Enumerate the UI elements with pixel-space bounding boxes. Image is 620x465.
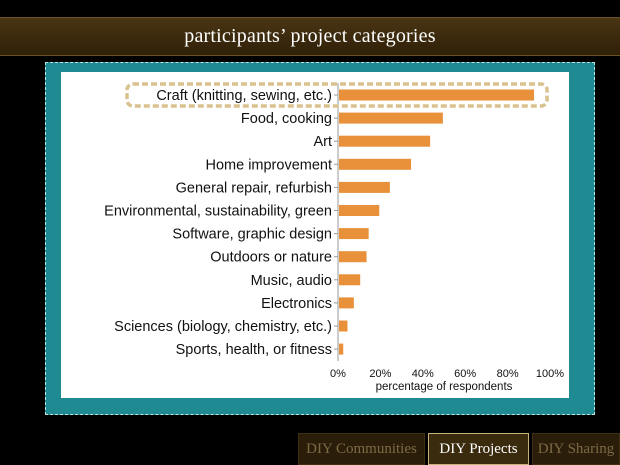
chart-plot-area: Craft (knitting, sewing, etc.) Food, cook… (61, 72, 569, 398)
bar-2 (339, 135, 431, 147)
bar-6 (339, 228, 369, 240)
category-label: Craft (knitting, sewing, etc.) (156, 88, 332, 104)
bar-4 (339, 181, 390, 193)
x-tick-label: 80% (497, 368, 519, 380)
bar-11 (339, 343, 344, 355)
category-label: Sciences (biology, chemistry, etc.) (114, 319, 332, 335)
x-axis-title: percentage of respondents (376, 381, 513, 393)
category-label: Music, audio (251, 273, 332, 289)
category-label: Electronics (261, 296, 332, 312)
category-label: Environmental, sustainability, green (104, 204, 332, 220)
x-tick-label: 0% (330, 368, 346, 380)
category-label: Software, graphic design (172, 227, 332, 243)
highlight-outline (125, 82, 549, 108)
bar-7 (339, 251, 367, 263)
category-label: General repair, refurbish (176, 180, 332, 196)
nav-diy-projects[interactable]: DIY Projects (428, 433, 529, 465)
x-tick-label: 40% (412, 368, 434, 380)
bar-5 (339, 205, 380, 216)
bar-3 (339, 158, 412, 170)
bar-8 (339, 274, 361, 286)
x-tick-label: 20% (369, 368, 391, 380)
category-label: Food, cooking (241, 111, 332, 127)
bar-10 (339, 320, 348, 332)
category-label: Art (313, 134, 332, 150)
nav-label: DIY Sharing (537, 440, 615, 457)
x-tick-label: 60% (454, 368, 476, 380)
nav-label: DIY Communities (306, 440, 417, 457)
category-label: Outdoors or nature (210, 250, 332, 266)
slide-title-bar: participants’ project categories (0, 17, 620, 56)
nav-diy-sharing[interactable]: DIY Sharing (532, 433, 620, 465)
bar-9 (339, 297, 354, 309)
category-label: Home improvement (205, 157, 332, 173)
nav-diy-communities[interactable]: DIY Communities (298, 433, 425, 465)
slide-title: participants’ project categories (184, 25, 436, 47)
bar-1 (339, 112, 443, 124)
bar-0 (339, 89, 535, 101)
nav-label: DIY Projects (439, 440, 518, 457)
x-tick-label: 100% (536, 368, 564, 380)
category-label: Sports, health, or fitness (176, 342, 332, 358)
bar-chart: Craft (knitting, sewing, etc.) Food, cook… (104, 82, 564, 393)
